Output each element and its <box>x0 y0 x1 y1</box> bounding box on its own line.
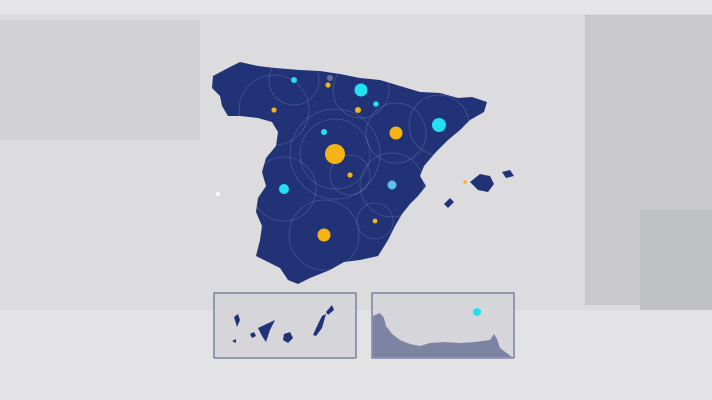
dot-orange <box>463 180 467 184</box>
dot-orange <box>317 228 331 242</box>
ibiza-shape <box>444 198 454 208</box>
mallorca-shape <box>470 174 494 192</box>
dot-gray <box>327 75 333 81</box>
dot-orange <box>355 107 361 113</box>
dot-cyan <box>373 101 379 107</box>
coverage-rings <box>238 62 470 271</box>
background-panel-right-inner <box>640 210 712 310</box>
background-panel-top <box>0 0 712 14</box>
dot-orange <box>271 107 277 113</box>
dot-orange <box>325 82 331 88</box>
menorca-shape <box>502 170 514 178</box>
dot-orange <box>325 144 345 164</box>
dot-orange <box>389 126 403 140</box>
weather-dots <box>216 75 467 242</box>
dot-cyan <box>354 83 368 97</box>
dot-cyan <box>291 77 297 83</box>
dot-white <box>216 192 220 196</box>
dot-orange <box>347 172 353 178</box>
dot-orange <box>372 218 378 224</box>
dot-cyan <box>321 129 327 135</box>
background-panel-left <box>0 20 200 140</box>
dot-cyan <box>279 184 289 194</box>
dot-cyan <box>432 118 446 132</box>
ceuta-melilla-inset <box>371 292 515 359</box>
dot-cyan <box>387 180 397 190</box>
canary-islands-inset <box>213 292 357 359</box>
dot-cyan <box>473 308 481 316</box>
